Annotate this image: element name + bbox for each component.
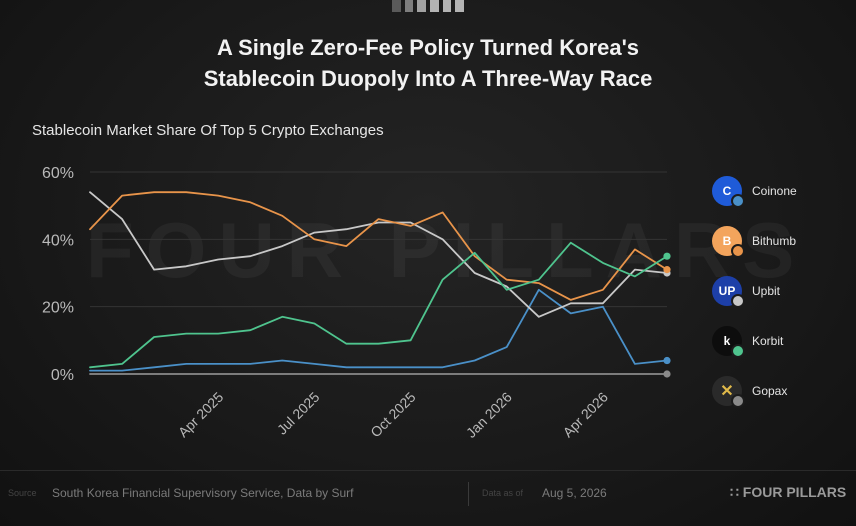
date-text: Aug 5, 2026 xyxy=(542,486,607,500)
coinone-logo-icon: C xyxy=(712,176,745,208)
title-line-1: A Single Zero-Fee Policy Turned Korea's xyxy=(216,35,640,60)
x-tick-label: Jan 2026 xyxy=(463,389,515,441)
y-tick-label: 0% xyxy=(51,367,74,384)
legend-swatch xyxy=(731,194,745,208)
line-chart: 0% 20% 40% 60% Apr 2025 Jul 2025 Oct 2025 Jan 2… xyxy=(42,165,671,441)
legend: C Coinone B Bithumb UP Upbit k Korbit ✕ Gopax xyxy=(712,166,852,416)
series-end-point-coinone xyxy=(663,356,671,365)
gopax-logo-icon: ✕ xyxy=(712,376,745,408)
chart-subtitle: Stablecoin Market Share Of Top 5 Crypto … xyxy=(32,122,384,139)
legend-label: Bithumb xyxy=(752,234,797,248)
x-tick-label: Jul 2025 xyxy=(274,389,323,438)
series-line-korbit xyxy=(89,241,668,369)
watermark: FOUR PILLARS xyxy=(86,205,806,296)
legend-label: Gopax xyxy=(752,384,788,398)
title-line-2: Stablecoin Duopoly Into A Three-Way Race xyxy=(203,66,653,91)
series-line-coinone xyxy=(89,288,668,372)
legend-item-coinone: C Coinone xyxy=(712,166,852,216)
legend-swatch xyxy=(731,294,745,308)
source-label: Source xyxy=(8,488,37,498)
legend-label: Coinone xyxy=(752,184,797,198)
legend-swatch xyxy=(731,344,745,358)
source-text: South Korea Financial Supervisory Servic… xyxy=(52,486,354,500)
legend-label: Upbit xyxy=(752,284,781,298)
footer-divider xyxy=(0,470,856,471)
legend-label: Korbit xyxy=(752,334,784,348)
legend-item-upbit: UP Upbit xyxy=(712,266,852,316)
upbit-logo-icon: UP xyxy=(712,276,745,308)
x-tick-label: Apr 2026 xyxy=(560,389,612,441)
y-tick-label: 40% xyxy=(42,232,74,249)
y-tick-label: 20% xyxy=(42,300,74,317)
brand-text: FOUR PILLARS xyxy=(742,484,847,500)
series-line-bithumb xyxy=(89,191,668,301)
x-tick-label: Apr 2025 xyxy=(175,389,227,441)
series-end-point-gopax xyxy=(663,370,671,378)
legend-item-korbit: k Korbit xyxy=(712,316,852,366)
series-end-point-bithumb xyxy=(663,266,671,274)
top-ornament xyxy=(392,0,465,12)
date-label: Data as of xyxy=(482,488,524,498)
legend-swatch xyxy=(731,394,745,408)
series-end-point-korbit xyxy=(663,252,671,260)
brand-logo: ∷ FOUR PILLARS xyxy=(730,484,846,501)
chart-title: A Single Zero-Fee Policy Turned Korea's … xyxy=(0,32,856,94)
legend-item-bithumb: B Bithumb xyxy=(712,216,852,266)
legend-item-gopax: ✕ Gopax xyxy=(712,366,852,416)
footer: Source South Korea Financial Supervisory… xyxy=(0,482,856,506)
footer-separator xyxy=(468,482,469,506)
x-tick-label: Oct 2025 xyxy=(367,389,419,441)
series-line-upbit xyxy=(89,191,668,318)
legend-swatch xyxy=(731,244,745,258)
korbit-logo-icon: k xyxy=(712,326,745,358)
y-tick-label: 60% xyxy=(42,165,74,182)
brand-icon: ∷ xyxy=(730,484,743,500)
bithumb-logo-icon: B xyxy=(712,226,745,258)
